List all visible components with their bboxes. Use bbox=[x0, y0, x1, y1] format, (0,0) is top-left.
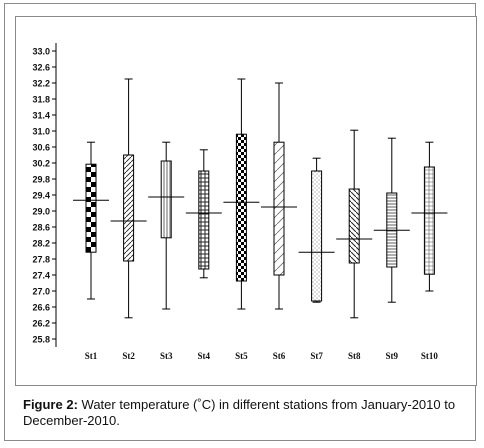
boxes bbox=[73, 78, 448, 319]
figure-caption: Figure 2: Water temperature (˚C) in diff… bbox=[23, 397, 473, 429]
y-tick-label: 29.8 bbox=[32, 175, 50, 185]
caption-label: Figure 2: bbox=[23, 397, 78, 412]
plot-frame: 33.0 32.6 32.2 31.8 31.4 31.0 30.6 30.2 29.8 29.4… bbox=[15, 16, 477, 386]
box-st4 bbox=[185, 149, 222, 279]
y-tick-label: 27.8 bbox=[32, 255, 50, 265]
box-st10 bbox=[411, 141, 448, 292]
y-tick-label: 31.8 bbox=[32, 95, 50, 105]
x-tick-label: St9 bbox=[386, 351, 399, 361]
box-body bbox=[423, 166, 435, 275]
y-tick-label: 26.6 bbox=[32, 303, 50, 313]
x-tick-label: St3 bbox=[160, 351, 173, 361]
box-st9 bbox=[373, 137, 410, 303]
box-st5 bbox=[223, 78, 260, 310]
y-tick-label: 29.4 bbox=[32, 191, 50, 201]
x-tick-label: St1 bbox=[85, 351, 98, 361]
y-tick-label: 31.0 bbox=[32, 127, 50, 137]
box-st1 bbox=[73, 141, 109, 300]
y-tick-label: 28.2 bbox=[32, 239, 50, 249]
x-tick-label: St7 bbox=[310, 351, 323, 361]
box-body bbox=[123, 154, 135, 262]
box-body bbox=[160, 160, 172, 239]
boxplot-chart: 33.0 32.6 32.2 31.8 31.4 31.0 30.6 30.2 29.8 29.4… bbox=[32, 43, 448, 361]
x-tick-label: St2 bbox=[122, 351, 135, 361]
y-axis: 33.0 32.6 32.2 31.8 31.4 31.0 30.6 30.2 29.8 29.4… bbox=[32, 43, 57, 347]
box-body bbox=[198, 170, 210, 270]
y-tick-label: 27.0 bbox=[32, 287, 50, 297]
y-tick-label: 32.2 bbox=[32, 79, 50, 89]
figure: 33.0 32.6 32.2 31.8 31.4 31.0 30.6 30.2 29.8 29.4… bbox=[4, 3, 477, 441]
y-tick-label: 33.0 bbox=[32, 47, 50, 57]
y-tick-label: 29.0 bbox=[32, 207, 50, 217]
x-axis: St1 St2 St3 St4 St5 St6 St7 St8 St9 St10 bbox=[85, 351, 439, 361]
box-st8 bbox=[336, 129, 373, 319]
x-tick-label: St8 bbox=[348, 351, 361, 361]
box-body bbox=[348, 188, 360, 264]
box-st3 bbox=[148, 141, 185, 310]
box-st7 bbox=[298, 157, 335, 303]
box-st6 bbox=[261, 82, 297, 310]
y-tick-label: 30.6 bbox=[32, 143, 50, 153]
x-tick-label: St6 bbox=[273, 351, 286, 361]
box-st2 bbox=[110, 78, 147, 319]
y-tick-label: 28.6 bbox=[32, 223, 50, 233]
box-body bbox=[235, 133, 247, 282]
x-tick-label: St10 bbox=[421, 351, 439, 361]
box-body bbox=[273, 141, 285, 276]
box-body bbox=[311, 170, 323, 302]
caption-text: Water temperature (˚C) in different stat… bbox=[23, 397, 456, 428]
y-tick-label: 32.6 bbox=[32, 63, 50, 73]
y-tick-label: 27.4 bbox=[32, 271, 50, 281]
y-tick-label: 31.4 bbox=[32, 111, 50, 121]
y-tick-label: 26.2 bbox=[32, 319, 50, 329]
y-tick-label: 25.8 bbox=[32, 335, 50, 345]
x-tick-label: St4 bbox=[198, 351, 211, 361]
y-tick-label: 30.2 bbox=[32, 159, 50, 169]
box-body bbox=[85, 163, 97, 253]
x-tick-label: St5 bbox=[235, 351, 248, 361]
